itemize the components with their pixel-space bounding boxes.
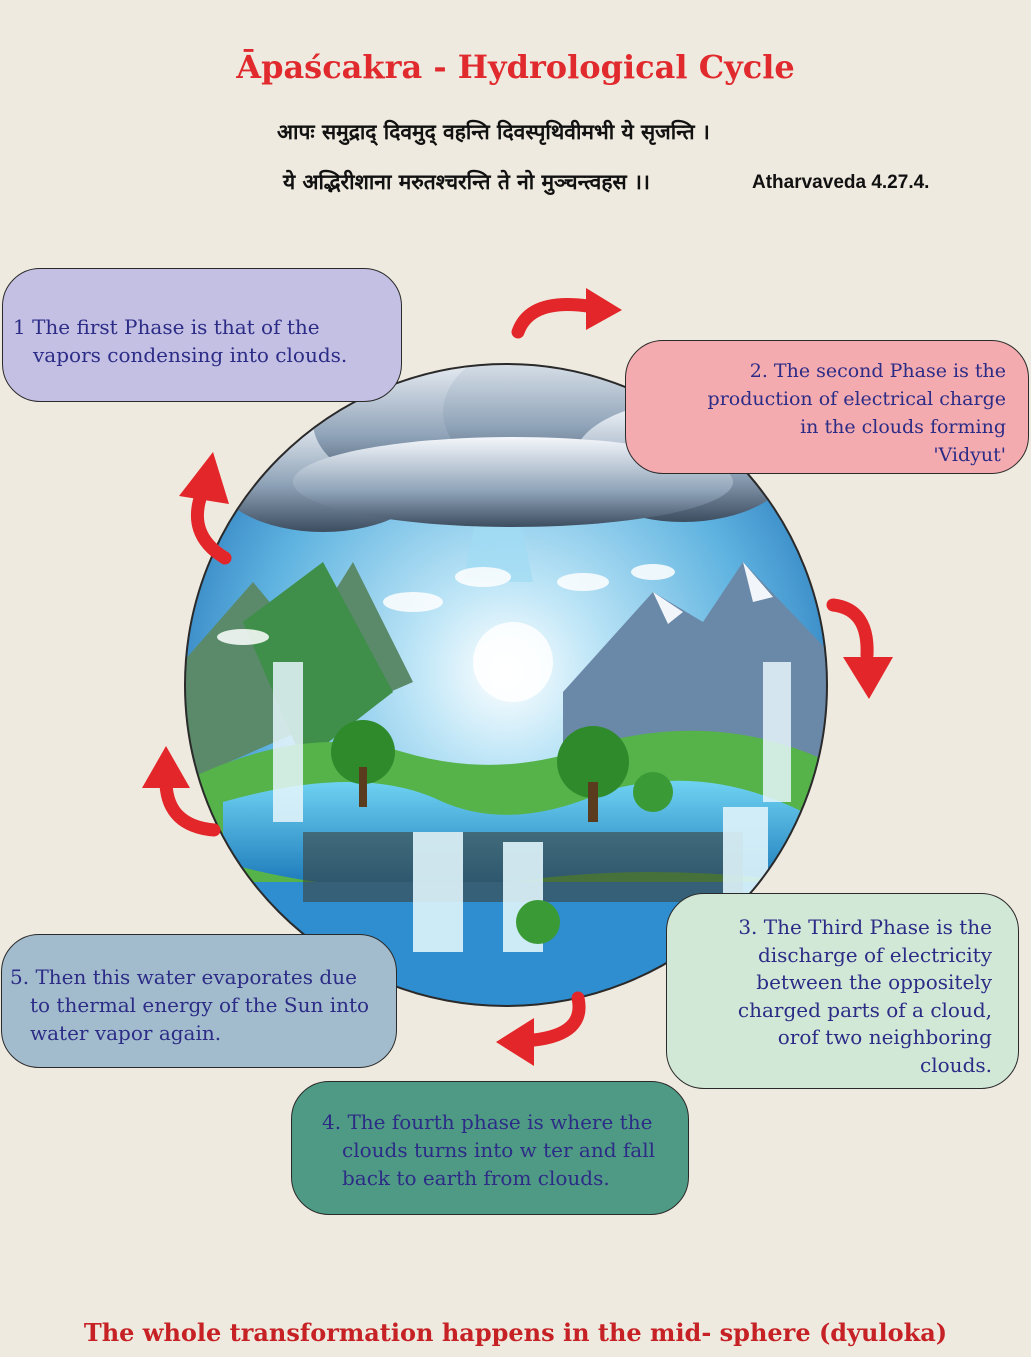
verse-line-1: आपः समुद्राद् दिवमुद् वहन्ति दिवस्पृथिवी… (277, 120, 710, 144)
phase-4-line-3: back to earth from clouds. (342, 1166, 610, 1190)
phase-3-line-1: 3. The Third Phase is the (738, 915, 992, 939)
phase-1-line-2: vapors condensing into clouds. (33, 343, 348, 367)
phase-3-line-2: discharge of electricity (757, 942, 992, 967)
footer-caption: The whole transformation happens in the … (83, 1318, 948, 1347)
phase-2-line-1: 2. The second Phase is the (749, 360, 1006, 382)
phase-3-line-6: clouds. (920, 1052, 992, 1077)
arrow-icon-phase-4-to-5 (142, 746, 221, 837)
phase-2-line-2: production of electrical charge (707, 388, 1006, 410)
verse-line-2: ये अद्भिरीशाना मरुतश्चरन्ति ते नो मुञ्चन… (283, 170, 650, 194)
phase-3-line-5: orof two neighboring (777, 1025, 992, 1049)
phase-1-box: 1 The first Phase is that of the vapors … (2, 268, 402, 402)
arrow-icon-phase-5-to-1 (179, 452, 232, 565)
phase-5-box: 5. Then this water evaporates due to the… (1, 934, 397, 1068)
phase-2-line-4: 'Vidyut' (933, 444, 1006, 466)
phase-2-box: 2. The second Phase is the production of… (625, 340, 1029, 474)
phase-4-line-1: 4. The fourth phase is where the (322, 1110, 653, 1134)
phase-3-box: 3. The Third Phase is the discharge of e… (666, 893, 1019, 1089)
phase-2-line-3: in the clouds forming (800, 416, 1006, 438)
phase-5-line-1: 5. Then this water evaporates due (10, 965, 357, 989)
phase-5-line-3: water vapor again. (30, 1021, 222, 1045)
phase-5-line-2: to thermal energy of the Sun into (30, 993, 370, 1017)
phase-4-line-2: clouds turns into w ter and fall (342, 1138, 655, 1162)
phase-1-line-1: 1 The first Phase is that of the (13, 315, 320, 339)
phase-4-box: 4. The fourth phase is where the clouds … (291, 1081, 689, 1215)
verse-reference: Atharvaveda 4.27.4. (752, 172, 930, 193)
arrow-icon-phase-3-to-4 (496, 991, 586, 1066)
phase-3-line-4: charged parts of a cloud, (737, 997, 992, 1022)
arrow-icon-phase-1-to-2 (511, 288, 622, 339)
page-title: Āpaścakra - Hydrological Cycle (236, 48, 795, 86)
arrow-icon-phase-2-to-3 (826, 598, 893, 699)
phase-3-line-3: between the oppositely (756, 970, 992, 994)
